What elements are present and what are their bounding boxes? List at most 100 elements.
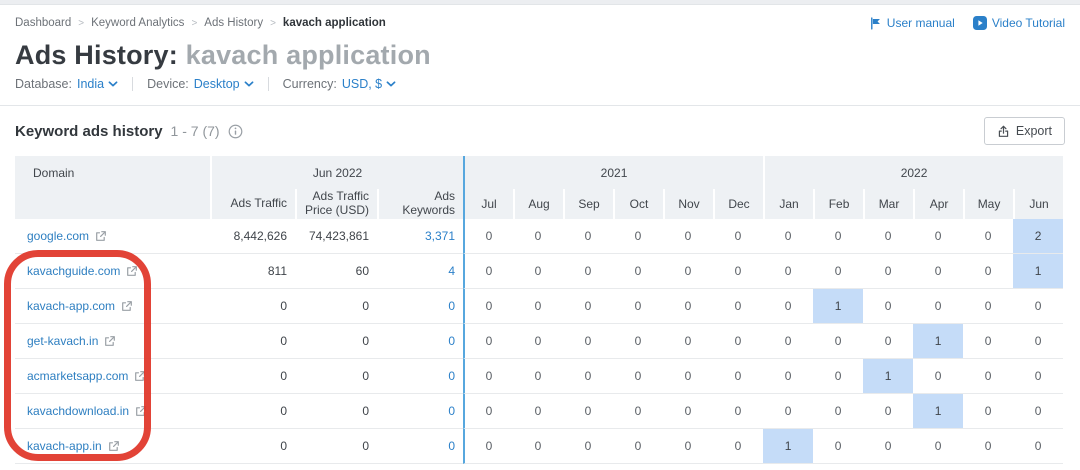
month-cell: 0 [513, 219, 564, 254]
domain-cell: kavach-app.com [15, 289, 210, 324]
ads-keywords-cell[interactable]: 4 [377, 254, 464, 289]
month-column-header[interactable]: Nov [663, 189, 714, 219]
domain-link[interactable]: kavach-app.in [27, 439, 120, 453]
month-cell: 0 [1013, 324, 1064, 359]
month-cell: 0 [513, 359, 564, 394]
month-cell: 0 [513, 254, 564, 289]
video-play-icon [972, 16, 987, 30]
month-cell: 0 [663, 394, 714, 429]
month-cell: 0 [463, 254, 514, 289]
ads-history-table: Domain Jun 2022 2021 2022 Ads Traffic Ad… [15, 156, 1064, 464]
month-column-header[interactable]: Jan [763, 189, 814, 219]
month-cell: 0 [863, 429, 914, 464]
month-column-header[interactable]: Sep [563, 189, 614, 219]
domain-cell: kavachguide.com [15, 254, 210, 289]
month-column-header[interactable]: Aug [513, 189, 564, 219]
external-link-icon [135, 371, 146, 381]
month-cell: 0 [663, 359, 714, 394]
external-link-icon [127, 266, 138, 276]
breadcrumb-ads-history[interactable]: Ads History [204, 17, 264, 29]
month-cell: 0 [613, 394, 664, 429]
ads-keywords-cell[interactable]: 0 [377, 324, 464, 359]
domain-label: google.com [27, 229, 90, 243]
month-cell: 0 [713, 359, 764, 394]
month-cell-highlighted: 1 [913, 394, 964, 429]
section-divider [0, 105, 1080, 106]
month-cell: 0 [463, 359, 514, 394]
ads-traffic-price-column-header[interactable]: Ads Traffic Price (USD) [295, 189, 377, 219]
month-cell: 0 [813, 219, 864, 254]
domain-link[interactable]: get-kavach.in [27, 334, 116, 348]
month-cell: 0 [763, 254, 814, 289]
month-column-header[interactable]: Apr [913, 189, 964, 219]
month-cell: 0 [763, 324, 814, 359]
month-column-header[interactable]: Mar [863, 189, 914, 219]
page-title-keyword: kavach application [185, 40, 431, 70]
export-button[interactable]: Export [983, 117, 1065, 145]
breadcrumb-dashboard[interactable]: Dashboard [15, 17, 72, 29]
filter-divider [267, 77, 269, 91]
group-header-2022: 2022 [763, 156, 1064, 189]
month-column-header[interactable]: Jun [1013, 189, 1064, 219]
domain-label: kavach-app.in [27, 439, 102, 453]
month-cell: 0 [913, 289, 964, 324]
month-column-header[interactable]: Feb [813, 189, 864, 219]
month-cell: 0 [763, 289, 814, 324]
ads-keywords-cell[interactable]: 0 [377, 359, 464, 394]
ads-traffic-cell: 0 [210, 359, 295, 394]
month-cell: 0 [463, 394, 514, 429]
month-cell: 0 [613, 254, 664, 289]
ads-keywords-cell[interactable]: 0 [377, 394, 464, 429]
month-column-header[interactable]: Oct [613, 189, 664, 219]
month-cell: 0 [1013, 394, 1064, 429]
database-filter-label: Database: [15, 77, 72, 91]
domain-link[interactable]: google.com [27, 229, 107, 243]
ads-keywords-cell[interactable]: 0 [377, 429, 464, 464]
ads-keywords-cell[interactable]: 0 [377, 289, 464, 324]
month-cell: 0 [963, 324, 1014, 359]
info-icon[interactable] [228, 124, 243, 139]
chevron-down-icon [386, 81, 396, 87]
month-cell: 0 [963, 219, 1014, 254]
domain-link[interactable]: kavachdownload.in [27, 404, 147, 418]
external-link-icon [108, 441, 119, 451]
domain-link[interactable]: kavachguide.com [27, 264, 138, 278]
domain-column-header[interactable]: Domain [15, 156, 210, 219]
ads-traffic-column-header[interactable]: Ads Traffic [210, 189, 295, 219]
month-cell: 0 [863, 254, 914, 289]
month-cell: 0 [513, 324, 564, 359]
breadcrumb: Dashboard > Keyword Analytics > Ads Hist… [15, 17, 386, 29]
month-cell: 0 [763, 394, 814, 429]
currency-filter-value: USD, $ [341, 77, 383, 91]
month-column-header[interactable]: Dec [713, 189, 764, 219]
month-column-header[interactable]: Jul [463, 189, 514, 219]
external-link-icon [122, 301, 132, 311]
month-cell-highlighted: 2 [1013, 219, 1064, 254]
ads-traffic-price-cell: 0 [295, 394, 377, 429]
ads-keywords-column-header[interactable]: Ads Keywords [377, 189, 464, 219]
month-cell: 0 [463, 289, 514, 324]
ads-keywords-cell[interactable]: 3,371 [377, 219, 464, 254]
export-icon [998, 125, 1009, 137]
database-filter-value: India [76, 77, 105, 91]
ads-history-table-body: google.com 8,442,626 74,423,861 3,371 0 0 0 0 0… [15, 219, 1064, 464]
video-tutorial-link[interactable]: Video Tutorial [972, 16, 1065, 30]
month-cell: 0 [963, 359, 1014, 394]
domain-link[interactable]: kavach-app.com [27, 299, 133, 313]
filters-bar: Database: India Device: Desktop Currency… [0, 77, 1080, 91]
currency-filter-dropdown[interactable]: USD, $ [342, 77, 396, 91]
month-cell-highlighted: 1 [1013, 254, 1064, 289]
month-cell: 0 [913, 254, 964, 289]
breadcrumb-separator: > [78, 17, 85, 29]
domain-label: kavach-app.com [27, 299, 116, 313]
ads-traffic-price-cell: 0 [295, 429, 377, 464]
breadcrumb-keyword-analytics[interactable]: Keyword Analytics [91, 17, 185, 29]
device-filter-dropdown[interactable]: Desktop [194, 77, 254, 91]
domain-link[interactable]: acmarketsapp.com [27, 369, 146, 383]
month-column-header[interactable]: May [963, 189, 1014, 219]
user-manual-link[interactable]: User manual [869, 16, 955, 30]
month-cell: 0 [813, 359, 864, 394]
database-filter-dropdown[interactable]: India [77, 77, 118, 91]
